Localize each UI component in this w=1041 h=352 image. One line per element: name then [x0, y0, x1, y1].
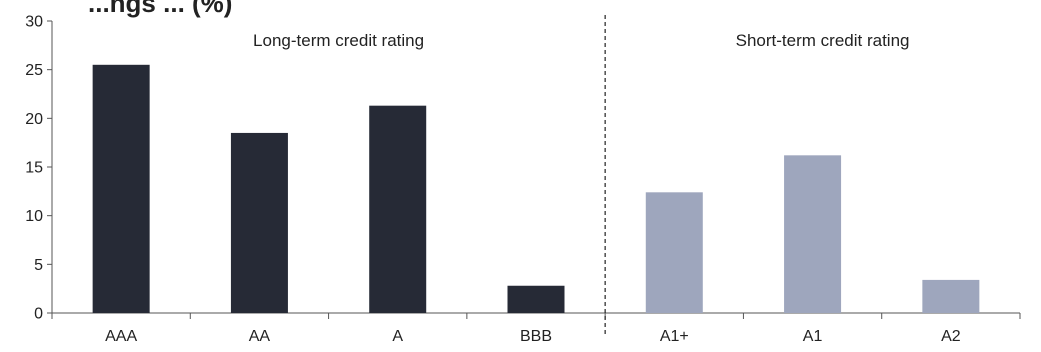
group-label: Short-term credit rating	[736, 31, 910, 50]
chart-title: ...ngs ... (%)	[88, 0, 232, 18]
y-ticks: 0 5 10 15 20 25 30	[25, 14, 52, 323]
axes	[51, 21, 1020, 314]
y-tick-label: 5	[34, 257, 43, 274]
bar-bbb	[507, 285, 565, 313]
category-label: BBB	[520, 328, 552, 345]
x-ticks	[51, 313, 1021, 319]
category-labels: AAA AA A BBB A1+ A1 A2	[105, 328, 961, 345]
category-label: AAA	[105, 328, 137, 345]
group-label: Long-term credit rating	[253, 31, 424, 50]
bars	[92, 64, 980, 314]
category-label: A1+	[660, 328, 689, 345]
bar-a1	[784, 155, 842, 313]
bar-aaa	[92, 64, 150, 313]
y-tick-label: 0	[34, 306, 43, 323]
category-label: AA	[249, 328, 271, 345]
y-tick-label: 30	[25, 14, 43, 31]
y-tick-label: 20	[25, 111, 43, 128]
bar-a2	[922, 279, 980, 313]
category-label: A2	[941, 328, 961, 345]
y-tick-label: 10	[25, 208, 43, 225]
y-tick-label: 25	[25, 62, 43, 79]
category-label: A1	[803, 328, 823, 345]
bar-aa	[230, 132, 288, 313]
bar-a1-plus	[645, 192, 703, 313]
group-labels: Long-term credit rating Short-term credit…	[253, 31, 909, 50]
bar-a	[369, 105, 427, 314]
y-tick-label: 15	[25, 160, 43, 177]
category-label: A	[392, 328, 403, 345]
